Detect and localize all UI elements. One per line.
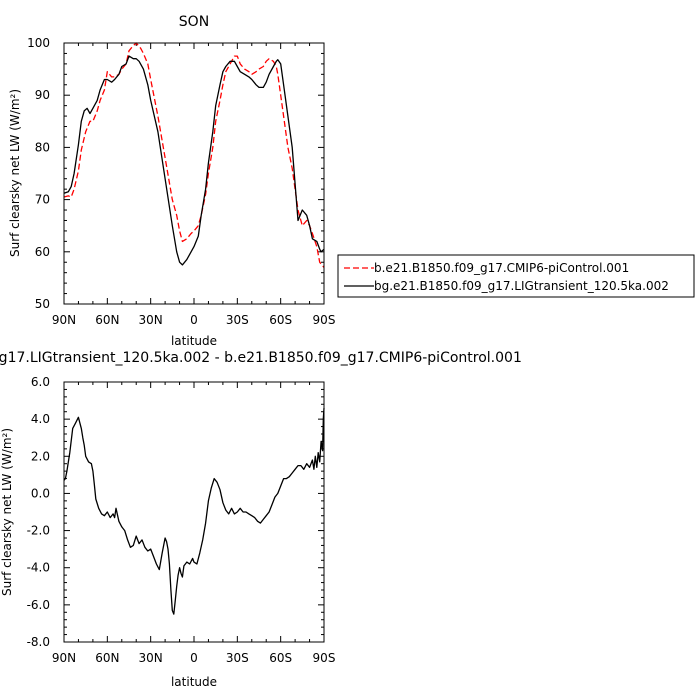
series-line-2 — [63, 55, 325, 266]
y-tick-label: -6.0 — [27, 598, 50, 612]
y-tick-label: 2.0 — [31, 449, 50, 463]
legend-label-series-1: b.e21.B1850.f09_g17.CMIP6-piControl.001 — [374, 261, 629, 275]
x-tick-label: 90N — [52, 313, 76, 327]
legend-label-series-2: bg.e21.B1850.f09_g17.LIGtransient_120.5k… — [374, 279, 669, 293]
y-tick-label: 100 — [27, 36, 50, 50]
top-panel-x-axis-label: latitude — [171, 334, 217, 348]
series-line-1 — [63, 407, 325, 615]
series-line-1 — [63, 42, 325, 268]
x-tick-label: 0 — [190, 651, 198, 665]
x-tick-label: 60S — [269, 313, 292, 327]
x-tick-label: 30S — [226, 313, 249, 327]
top-panel-legend: b.e21.B1850.f09_g17.CMIP6-piControl.001 … — [337, 254, 695, 298]
y-tick-label: 90 — [35, 88, 50, 102]
bottom-panel-title: bg.e21.B1850.f09_g17.LIGtransient_120.5k… — [0, 350, 522, 366]
y-tick-label: -4.0 — [27, 561, 50, 575]
bottom-panel-x-axis-label: latitude — [171, 675, 217, 689]
top-panel-title: SON — [179, 14, 209, 30]
top-panel-y-axis-label: Surf clearsky net LW (W/m²) — [8, 89, 22, 257]
bottom-panel-frame — [63, 381, 325, 643]
x-tick-label: 60S — [269, 651, 292, 665]
top-panel-ticks: 90N 60N 30N 0 30S 60S 90S 50 60 70 80 90 100 — [27, 36, 335, 327]
x-tick-label: 0 — [190, 313, 198, 327]
legend-box — [337, 254, 695, 298]
top-panel-plot-area — [63, 42, 325, 268]
y-tick-label: 6.0 — [31, 375, 50, 389]
bottom-panel-plot-area — [63, 407, 325, 615]
y-tick-label: -2.0 — [27, 524, 50, 538]
y-tick-label: 50 — [35, 297, 50, 311]
x-tick-label: 30N — [139, 313, 163, 327]
y-tick-label: 80 — [35, 140, 50, 154]
y-tick-label: 0.0 — [31, 486, 50, 500]
bottom-panel: bg.e21.B1850.f09_g17.LIGtransient_120.5k… — [0, 350, 522, 689]
top-panel: SON 90N 60N 30N 0 30S 60S 90S 50 60 70 80 90 100 lat… — [8, 14, 695, 348]
y-tick-label: 4.0 — [31, 412, 50, 426]
y-tick-label: 60 — [35, 245, 50, 259]
bottom-panel-ticks: 90N 60N 30N 0 30S 60S 90S -8.0 -6.0 -4.0 -2.0 0.0 2.… — [27, 375, 336, 665]
x-tick-label: 30S — [226, 651, 249, 665]
y-tick-label: -8.0 — [27, 635, 50, 649]
x-tick-label: 60N — [95, 313, 119, 327]
x-tick-label: 30N — [139, 651, 163, 665]
top-panel-frame — [63, 42, 325, 305]
x-tick-label: 90S — [313, 651, 336, 665]
x-tick-label: 90N — [52, 651, 76, 665]
x-tick-label: 90S — [313, 313, 336, 327]
bottom-panel-y-axis-label: Surf clearsky net LW (W/m²) — [0, 428, 14, 596]
y-tick-label: 70 — [35, 193, 50, 207]
x-tick-label: 60N — [95, 651, 119, 665]
